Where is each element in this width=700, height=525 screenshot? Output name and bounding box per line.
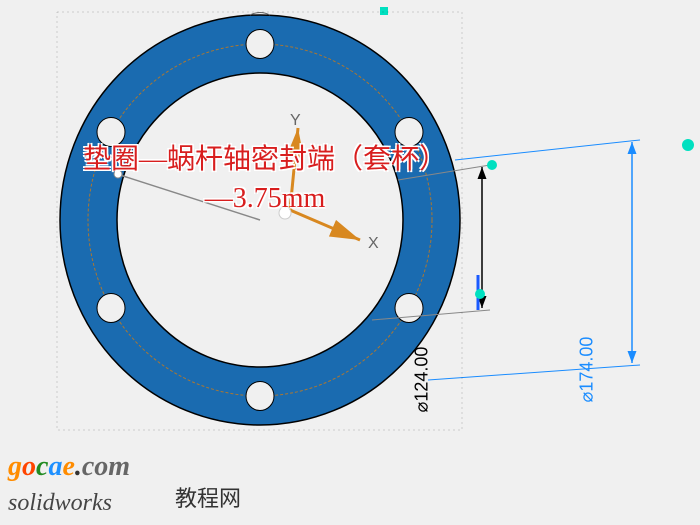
dim-outer-diameter[interactable]: ⌀174.00 xyxy=(577,337,598,403)
ring-part[interactable] xyxy=(60,13,460,426)
watermark-site: gocae.com xyxy=(8,451,130,483)
watermark-suffix: 教程网 xyxy=(175,481,241,513)
y-axis-label: Y xyxy=(290,112,301,129)
x-axis-label: X xyxy=(368,235,379,252)
part-title: 垫圈—蜗杆轴密封端（套杯）—3.75mm xyxy=(75,140,455,218)
handle-dim-2 xyxy=(475,289,485,299)
handle-top xyxy=(380,7,388,15)
watermark-app: solidworks xyxy=(8,490,112,517)
handle-right-1 xyxy=(682,139,694,151)
handle-dim-1 xyxy=(487,160,497,170)
dim-inner-diameter[interactable]: ⌀124.00 xyxy=(412,347,433,413)
cad-canvas[interactable]: X Y xyxy=(0,0,700,525)
